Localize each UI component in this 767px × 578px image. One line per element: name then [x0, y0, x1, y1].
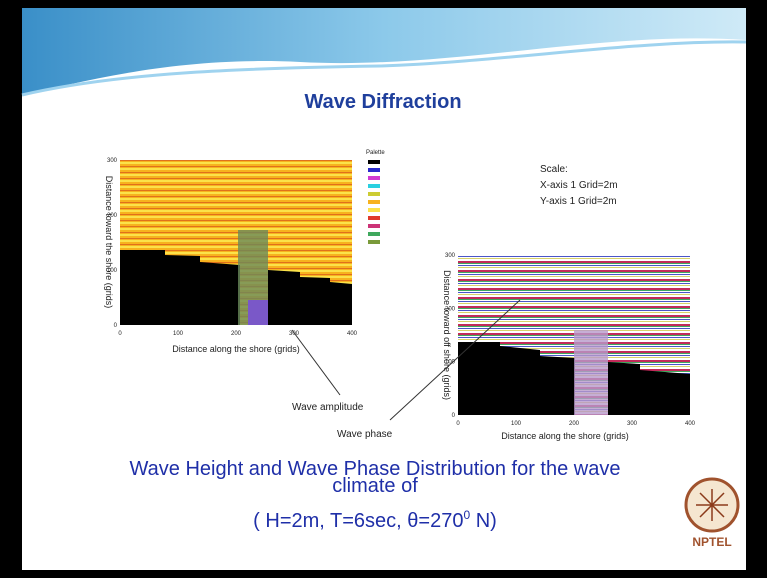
y-tick-label: 100 — [445, 360, 456, 366]
y-tick-label: 300 — [107, 158, 118, 164]
legend-title: Palette — [366, 150, 385, 156]
annotation: Wave phase — [337, 429, 393, 440]
caption-part: θ — [407, 510, 418, 532]
slide-title: Wave Diffraction — [304, 91, 461, 113]
slide-screenshot: Wave Diffraction Distance toward the sho… — [0, 0, 767, 578]
y-tick-label: 300 — [445, 253, 456, 259]
x-tick-label: 300 — [289, 331, 300, 337]
y-tick-label: 200 — [107, 213, 118, 219]
x-tick-label: 200 — [231, 331, 242, 337]
caption-part: =270 — [418, 510, 463, 532]
y-axis-label: Distance toward off shore (grids) — [442, 270, 452, 400]
scale-heading: Scale: — [540, 164, 568, 175]
annotation: Wave amplitude — [292, 402, 364, 413]
x-tick-label: 400 — [347, 331, 358, 337]
diffraction-zone — [248, 300, 268, 325]
x-axis-label: Distance along the shore (grids) — [172, 344, 300, 354]
caption-line: climate of — [332, 475, 418, 497]
logo-text: NPTEL — [692, 535, 731, 549]
amplitude-plot: Distance toward the shore (grids) Distan… — [104, 150, 385, 354]
caption-line: ( H=2m, T=6sec, θ=2700 N) — [253, 508, 497, 532]
diffraction-zone — [574, 330, 608, 415]
y-tick-label: 100 — [107, 268, 118, 274]
x-tick-label: 200 — [569, 421, 580, 427]
x-tick-label: 100 — [173, 331, 184, 337]
caption-part: ( H=2m, T=6sec, — [253, 510, 407, 532]
x-tick-label: 400 — [685, 421, 696, 427]
x-tick-label: 300 — [627, 421, 638, 427]
phase-plot: Distance toward off shore (grids) Distan… — [442, 255, 690, 441]
scale-x: X-axis 1 Grid=2m — [540, 180, 618, 191]
caption-part: N) — [470, 510, 497, 532]
scale-y: Y-axis 1 Grid=2m — [540, 196, 617, 207]
y-tick-label: 200 — [445, 306, 456, 312]
x-axis-label: Distance along the shore (grids) — [501, 431, 629, 441]
y-axis-label: Distance toward the shore (grids) — [104, 176, 114, 309]
nptel-logo: NPTEL — [686, 479, 738, 549]
x-tick-label: 100 — [511, 421, 522, 427]
